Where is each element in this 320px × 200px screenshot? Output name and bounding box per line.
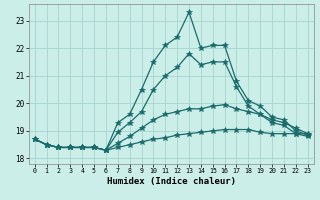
X-axis label: Humidex (Indice chaleur): Humidex (Indice chaleur) xyxy=(107,177,236,186)
